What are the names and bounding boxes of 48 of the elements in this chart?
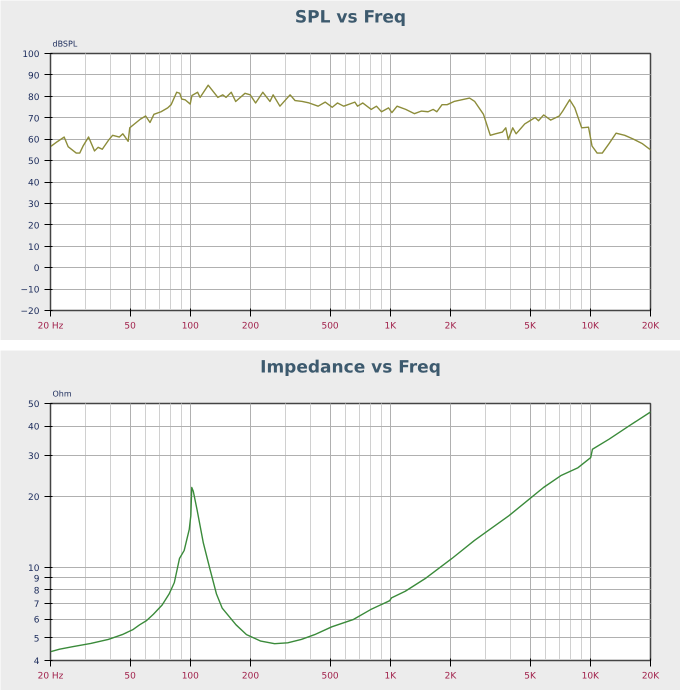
y-axis-title: Ohm [52,390,72,398]
x-tick-label: 200 [242,672,260,682]
x-tick-label: 2K [444,672,458,682]
y-tick-label: 8 [34,586,40,596]
x-tick-label: 5K [524,672,537,682]
y-tick-label: 0 [34,264,40,274]
chart-title: Impedance vs Freq [260,358,441,378]
x-tick-label: 50 [124,672,136,682]
x-tick-label: 10K [582,672,600,682]
y-axis-title: dBSPL [52,40,78,48]
x-tick-label: 20 Hz [38,672,64,682]
y-tick-label: 20 [28,493,40,504]
y-tick-label: 30 [28,452,40,462]
x-tick-label: 2K [444,322,458,332]
x-tick-label: 20K [642,322,660,332]
y-tick-label: 10 [28,242,40,253]
y-tick-label: 5 [34,634,40,644]
y-tick-label: 9 [34,574,40,584]
x-tick-label: 200 [242,322,260,332]
y-tick-label: 7 [34,600,40,610]
x-tick-label: 1K [384,672,398,682]
x-tick-label: 5K [524,322,537,332]
y-tick-label: 50 [28,400,40,410]
y-tick-label: 50 [28,157,40,168]
y-tick-label: 30 [28,200,40,210]
x-tick-label: 500 [322,322,339,332]
y-tick-label: 60 [28,136,40,146]
x-tick-label: 100 [182,672,200,682]
y-tick-label: 20 [28,221,40,232]
y-tick-label: 100 [22,50,40,60]
x-tick-label: 1K [384,322,398,332]
x-tick-label: 500 [322,672,339,682]
y-tick-label: 90 [28,71,40,82]
y-tick-label: 6 [34,616,40,626]
y-tick-label: 10 [28,564,40,574]
y-tick-label: 40 [28,422,40,433]
x-tick-label: 50 [124,322,136,332]
y-tick-label: −20 [20,307,40,317]
y-tick-label: 4 [34,657,40,667]
x-tick-label: 20 Hz [38,322,64,332]
y-tick-label: −10 [20,286,40,296]
y-tick-label: 70 [28,114,40,124]
x-tick-label: 20K [642,672,660,682]
chart-title: SPL vs Freq [294,8,406,28]
x-tick-label: 100 [182,322,200,332]
x-tick-label: 10K [582,322,600,332]
y-tick-label: 80 [28,92,40,103]
y-tick-label: 40 [28,178,40,188]
